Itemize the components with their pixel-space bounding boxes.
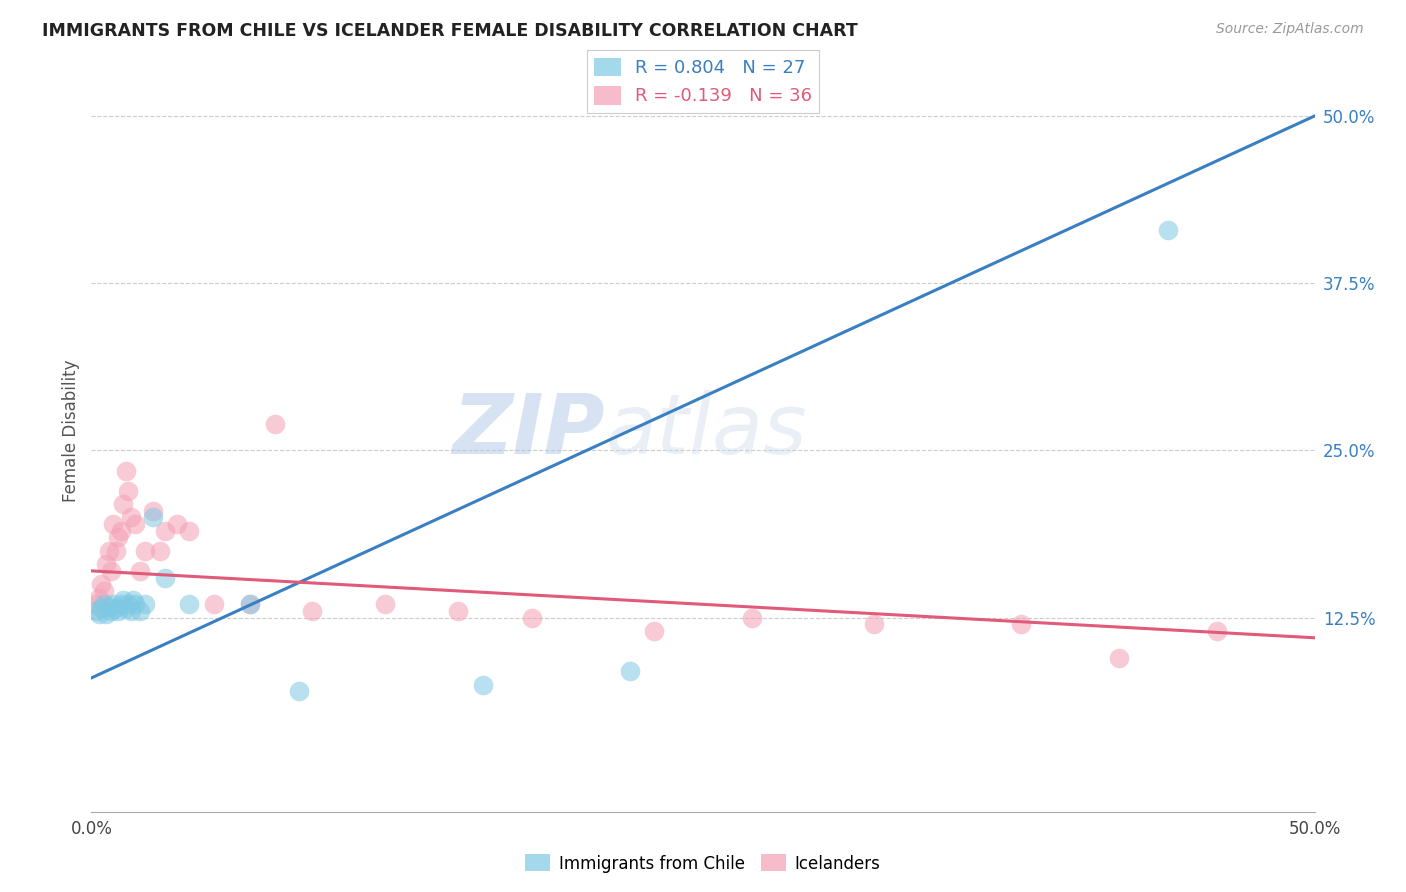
Point (87, 607, 110, 621)
Point (447, 604, 470, 618)
Point (103, 598, 125, 612)
Point (288, 684, 311, 698)
Legend: R = 0.804   N = 27, R = -0.139   N = 36: R = 0.804 N = 27, R = -0.139 N = 36 (586, 51, 820, 112)
Point (84, 598, 107, 612)
Point (374, 598, 396, 612)
Point (1108, 651, 1130, 665)
Legend: Immigrants from Chile, Icelanders: Immigrants from Chile, Icelanders (519, 847, 887, 880)
Point (93, 598, 115, 612)
Point (134, 598, 156, 612)
Point (97, 544, 120, 558)
Point (1010, 617, 1032, 632)
Point (741, 611, 763, 625)
Point (124, 598, 146, 612)
Point (84, 604, 107, 618)
Point (120, 604, 142, 618)
Point (179, 598, 201, 612)
Point (153, 524, 176, 538)
Point (112, 497, 135, 511)
Point (94, 607, 117, 621)
Point (239, 598, 262, 612)
Point (100, 604, 122, 618)
Point (107, 604, 129, 618)
Point (520, 611, 543, 625)
Point (104, 544, 127, 558)
Point (1157, 223, 1180, 237)
Point (103, 517, 125, 532)
Point (93, 584, 115, 599)
Point (141, 510, 163, 524)
Point (129, 604, 152, 618)
Point (110, 524, 132, 538)
Point (202, 598, 225, 612)
Point (179, 524, 201, 538)
Point (166, 517, 188, 532)
Point (104, 601, 127, 615)
Point (90, 577, 112, 591)
Y-axis label: Female Disability: Female Disability (62, 359, 80, 501)
Text: Source: ZipAtlas.com: Source: ZipAtlas.com (1216, 22, 1364, 37)
Point (114, 601, 136, 615)
Point (117, 598, 139, 612)
Point (100, 564, 122, 578)
Point (863, 617, 886, 632)
Point (87, 591, 110, 605)
Point (301, 604, 323, 618)
Point (112, 593, 135, 607)
Point (97, 600, 120, 615)
Point (94, 557, 117, 572)
Point (110, 598, 132, 612)
Point (149, 544, 172, 558)
Point (90, 601, 112, 615)
Point (153, 571, 176, 585)
Point (122, 593, 145, 607)
Text: ZIP: ZIP (453, 390, 605, 471)
Point (129, 564, 152, 578)
Point (239, 598, 262, 612)
Point (471, 678, 494, 692)
Point (141, 503, 163, 517)
Point (134, 544, 156, 558)
Text: atlas: atlas (605, 390, 807, 471)
Point (619, 664, 641, 679)
Point (117, 483, 139, 498)
Point (114, 464, 136, 478)
Point (107, 530, 129, 544)
Point (124, 517, 146, 532)
Point (120, 510, 142, 524)
Point (1205, 624, 1227, 639)
Text: IMMIGRANTS FROM CHILE VS ICELANDER FEMALE DISABILITY CORRELATION CHART: IMMIGRANTS FROM CHILE VS ICELANDER FEMAL… (42, 22, 858, 40)
Point (643, 624, 665, 639)
Point (264, 417, 287, 431)
